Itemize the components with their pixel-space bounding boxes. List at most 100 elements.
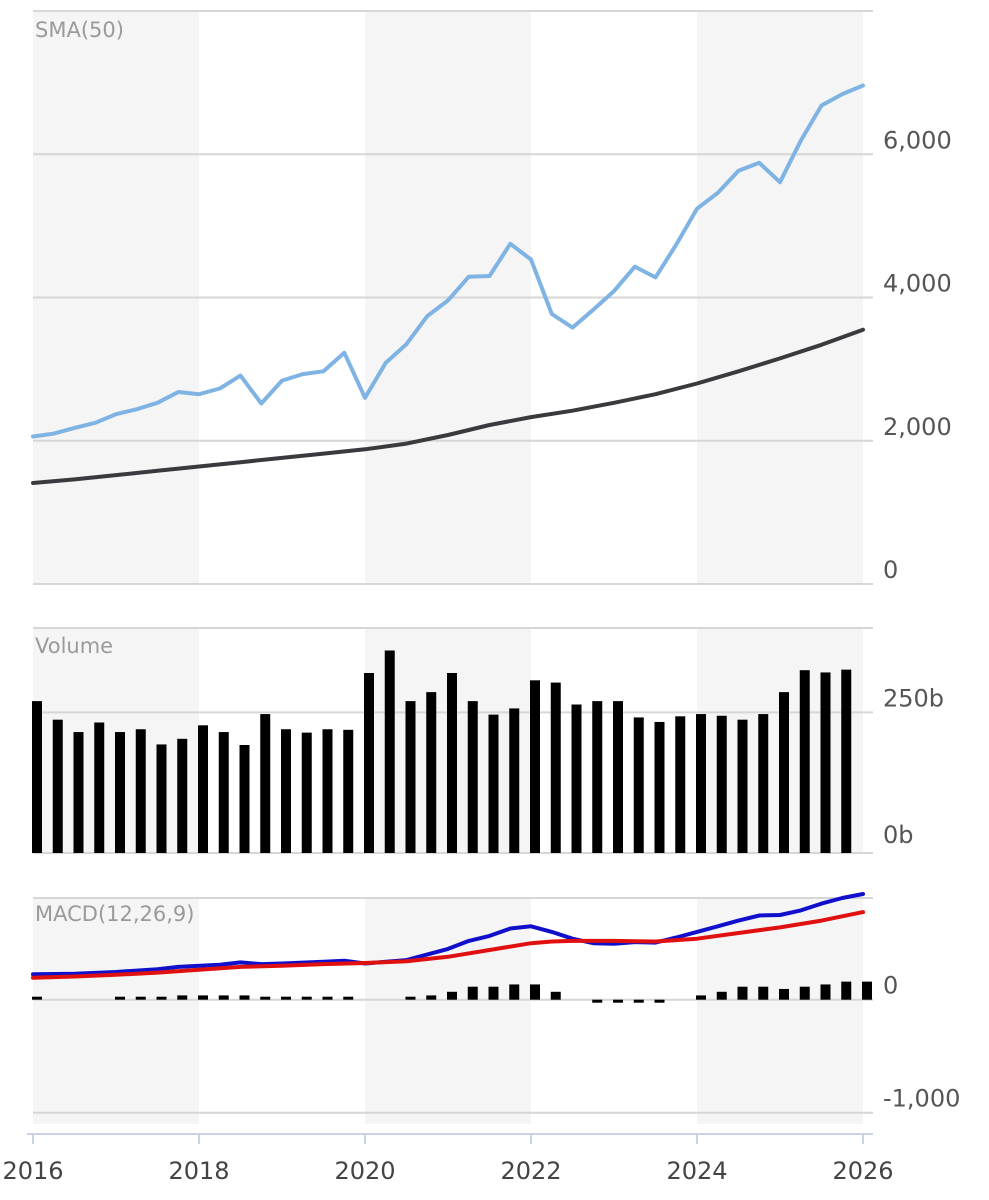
macd-histogram-bar	[488, 986, 499, 1000]
volume-bar	[633, 717, 644, 853]
year-band	[33, 898, 199, 1124]
signal-line	[31, 910, 865, 980]
y-tick-label: 250b	[883, 684, 944, 712]
macd-histogram-bar	[281, 996, 291, 1000]
y-tick-label: 6,000	[883, 126, 952, 154]
macd-histogram-bar	[633, 999, 644, 1003]
volume-bar	[571, 704, 582, 853]
x-tick-label: 2018	[168, 1157, 229, 1185]
macd-histogram-bar	[198, 995, 208, 1000]
volume-bar	[343, 729, 354, 853]
macd-histogram-bar	[135, 996, 146, 1000]
volume-bar	[301, 732, 312, 853]
volume-bar	[696, 714, 706, 853]
macd-histogram-bar	[405, 996, 416, 1000]
volume-bar	[218, 732, 229, 853]
macd-histogram-bar	[758, 986, 769, 1000]
panel-labels: SMA(50) Volume MACD(12,26,9)	[35, 18, 195, 926]
macd-histogram-bar	[820, 984, 831, 1000]
volume-bar	[405, 701, 416, 853]
macd-histogram-bar	[716, 991, 727, 1000]
volume-bar	[239, 745, 250, 853]
volume-bar	[737, 719, 748, 853]
x-axis: 2016 2018 2020 2022 2024 2026	[2, 1133, 894, 1185]
volume-bar	[384, 650, 395, 853]
macd-histogram-bar	[177, 995, 188, 1000]
macd-histogram-bar	[115, 996, 125, 1000]
volume-bar	[613, 701, 623, 853]
volume-bar	[488, 714, 499, 853]
macd-histogram-bar	[592, 999, 603, 1003]
macd-histogram-bar	[737, 986, 748, 1000]
macd-panel: 0 -1,000	[31, 892, 960, 1113]
volume-bar	[426, 692, 437, 853]
macd-histogram-bar	[343, 996, 354, 1000]
macd-histogram-bar	[799, 986, 810, 1000]
macd-histogram-bar	[550, 991, 561, 1000]
volume-bar	[447, 673, 457, 853]
volume-bar	[592, 701, 603, 853]
x-tick-label: 2022	[500, 1157, 561, 1185]
y-tick-label: -1,000	[883, 1085, 960, 1113]
volume-bar	[467, 701, 478, 853]
volume-bar	[177, 738, 188, 853]
macd-histogram-bar	[779, 988, 789, 1000]
volume-bar	[758, 714, 769, 853]
volume-bar	[841, 669, 852, 853]
macd-histogram-bar	[447, 991, 457, 1000]
volume-bar	[198, 725, 208, 853]
volume-bar	[509, 708, 520, 853]
volume-bar	[716, 715, 727, 853]
volume-bar	[530, 680, 540, 853]
volume-bar	[135, 729, 146, 853]
macd-histogram-bar	[301, 996, 312, 1000]
sma-line	[31, 327, 865, 485]
volume-bar	[654, 721, 665, 853]
volume-bar	[94, 722, 105, 853]
macd-histogram-bar	[32, 996, 42, 1000]
macd-histogram-bar	[239, 995, 250, 1000]
volume-bar	[364, 673, 374, 853]
macd-histogram-bar	[322, 996, 333, 1000]
x-tick-label: 2016	[2, 1157, 63, 1185]
y-tick-label: 0	[883, 556, 898, 584]
volume-bar	[260, 714, 271, 853]
sma-panel: 0 2,000 4,000 6,000	[31, 83, 952, 584]
volume-bar	[73, 732, 84, 853]
macd-histogram-bar	[426, 995, 437, 1000]
volume-bar	[281, 729, 291, 853]
price-line	[31, 83, 865, 439]
year-band	[697, 898, 863, 1124]
macd-histogram-bar	[862, 981, 872, 1000]
macd-histogram-bar	[530, 984, 540, 1000]
volume-bar	[322, 729, 333, 853]
macd-histogram-bar	[696, 995, 706, 1000]
volume-bar	[820, 672, 831, 853]
x-tick-label: 2020	[334, 1157, 395, 1185]
volume-panel-title: Volume	[35, 634, 113, 658]
macd-panel-title: MACD(12,26,9)	[35, 902, 195, 926]
volume-bar	[115, 732, 125, 853]
y-tick-label: 2,000	[883, 413, 952, 441]
macd-histogram-bar	[509, 984, 520, 1000]
macd-histogram-bar	[613, 999, 623, 1003]
volume-bar	[550, 682, 561, 853]
volume-bar	[779, 692, 789, 853]
volume-bar	[156, 744, 167, 853]
macd-histogram-bar	[260, 996, 271, 1000]
sma-panel-title: SMA(50)	[35, 18, 124, 42]
year-band	[365, 898, 531, 1124]
macd-histogram-bar	[654, 999, 665, 1003]
y-tick-label: 0	[883, 972, 898, 1000]
macd-histogram-bar	[218, 995, 229, 1000]
macd-line	[31, 892, 865, 977]
y-tick-label: 0b	[883, 821, 914, 849]
volume-panel: 0b 250b	[32, 650, 944, 853]
volume-bar	[52, 719, 63, 853]
macd-histogram-bar	[156, 996, 167, 1000]
x-tick-label: 2024	[666, 1157, 727, 1185]
x-tick-label: 2026	[832, 1157, 893, 1185]
macd-histogram-bar	[467, 986, 478, 1000]
volume-bar	[675, 716, 686, 853]
